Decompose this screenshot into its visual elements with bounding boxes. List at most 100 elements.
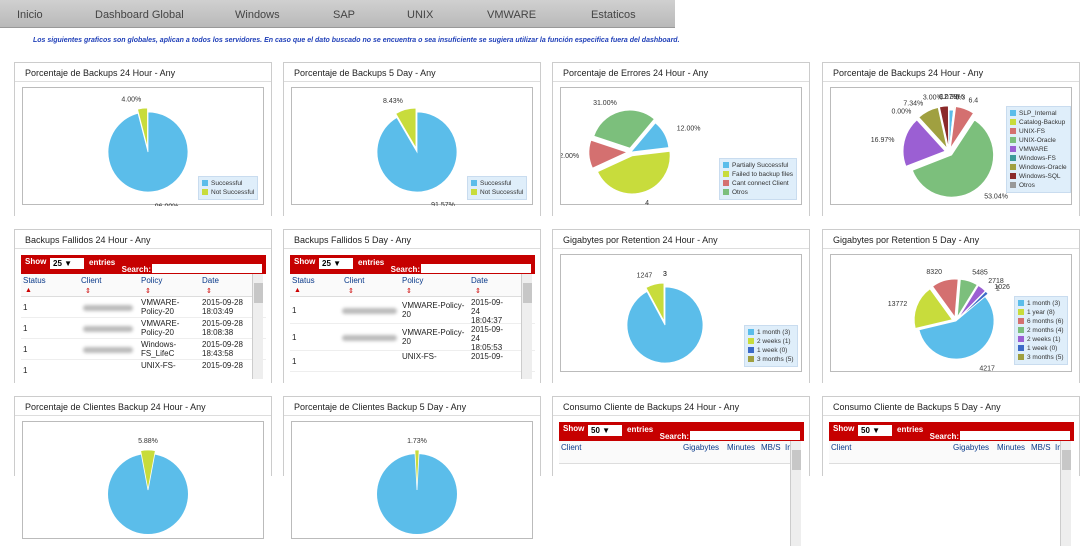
search-input[interactable] — [421, 264, 531, 273]
chart-area: 12.00%412.00%31.00% Partially Successful… — [560, 87, 802, 205]
search-box: Search: — [660, 431, 800, 441]
scroll-thumb[interactable] — [523, 283, 532, 303]
legend-item: 1 week (0) — [748, 346, 794, 355]
data-label: 3 — [663, 271, 667, 278]
data-label: 53.04% — [984, 194, 1008, 201]
col-date[interactable]: Date — [471, 276, 488, 285]
legend-item: Not Successful — [471, 188, 523, 197]
show-label: Show — [563, 424, 584, 433]
entries-select[interactable]: 50 ▼ — [858, 425, 892, 436]
search-input[interactable] — [152, 264, 262, 273]
data-label: 1.73% — [407, 438, 427, 445]
col-client[interactable]: Client — [831, 443, 851, 452]
legend-item: 2 weeks (1) — [1018, 335, 1064, 344]
data-label: 8.43% — [383, 98, 403, 105]
data-label: 91.57% — [431, 202, 455, 206]
data-label: 4217 — [979, 365, 995, 372]
col-client[interactable]: Client — [344, 276, 364, 285]
col-status[interactable]: Status — [23, 276, 46, 285]
data-label: 6.4 — [968, 97, 978, 104]
data-label: 16.97% — [871, 137, 895, 144]
nav-sap[interactable]: SAP — [333, 9, 355, 21]
col-minutes[interactable]: Minutes — [997, 443, 1025, 452]
col-mbs[interactable]: MB/S — [761, 443, 781, 452]
col-gigabytes[interactable]: Gigabytes — [683, 443, 719, 452]
data-label: 5.88% — [138, 438, 158, 445]
nav-unix[interactable]: UNIX — [407, 9, 433, 21]
legend-item: 6 months (6) — [1018, 317, 1064, 326]
data-label: 0.07% — [939, 94, 959, 101]
pie-slice[interactable] — [627, 287, 703, 363]
legend-item: Windows-Oracle — [1010, 163, 1067, 172]
col-policy[interactable]: Policy — [402, 276, 423, 285]
entries-select[interactable]: 50 ▼ — [588, 425, 622, 436]
legend-item: Catalog-Backup — [1010, 118, 1067, 127]
col-date[interactable]: Date — [202, 276, 219, 285]
pie-slice[interactable] — [377, 112, 457, 192]
scrollbar[interactable] — [521, 274, 532, 379]
redacted-client — [83, 326, 133, 332]
nav-dashboard-global[interactable]: Dashboard Global — [95, 9, 184, 21]
col-status[interactable]: Status — [292, 276, 315, 285]
col-client[interactable]: Client — [561, 443, 581, 452]
legend-item: Partially Successful — [723, 161, 793, 170]
legend-item: Otros — [723, 188, 793, 197]
col-policy[interactable]: Policy — [141, 276, 162, 285]
sort-icon[interactable]: ⇕ — [85, 287, 91, 295]
data-label: 1247 — [637, 273, 653, 280]
search-input[interactable] — [960, 431, 1070, 440]
nav-windows[interactable]: Windows — [235, 9, 280, 21]
panel-title: Porcentaje de Backups 5 Day - Any — [284, 63, 540, 82]
chart-area: 1.73% — [291, 421, 533, 539]
search-box: Search: — [930, 431, 1070, 441]
col-client[interactable]: Client — [81, 276, 101, 285]
show-label: Show — [833, 424, 854, 433]
pie-chart: 5.88% — [23, 422, 265, 540]
scroll-thumb[interactable] — [792, 450, 801, 470]
legend-item: UNIX-FS — [1010, 127, 1067, 136]
col-mbs[interactable]: MB/S — [1031, 443, 1051, 452]
table-header: Client Gigabytes Minutes MB/S In — [829, 441, 1062, 464]
sort-icon[interactable]: ⇕ — [475, 287, 481, 295]
sort-icon[interactable]: ⇕ — [348, 287, 354, 295]
entries-select[interactable]: 25 ▼ — [50, 258, 84, 269]
panel-errores-24h: Porcentaje de Errores 24 Hour - Any 12.0… — [552, 62, 810, 216]
sort-icon[interactable]: ⇕ — [206, 287, 212, 295]
col-minutes[interactable]: Minutes — [727, 443, 755, 452]
scroll-thumb[interactable] — [1062, 450, 1071, 470]
panel-title: Consumo Cliente de Backups 24 Hour - Any — [553, 397, 809, 416]
nav-vmware[interactable]: VMWARE — [487, 9, 536, 21]
chart-area: 96.00%4.00% Successful Not Successful — [22, 87, 264, 205]
sort-icon[interactable]: ▲ — [25, 287, 32, 294]
col-gigabytes[interactable]: Gigabytes — [953, 443, 989, 452]
scrollbar[interactable] — [252, 274, 263, 379]
scrollbar[interactable] — [790, 441, 801, 546]
panel-title: Consumo Cliente de Backups 5 Day - Any — [823, 397, 1079, 416]
search-label: Search: — [930, 432, 959, 441]
panel-title: Gigabytes por Retention 5 Day - Any — [823, 230, 1079, 249]
sort-icon[interactable]: ⇕ — [406, 287, 412, 295]
legend-item: 2 months (4) — [1018, 326, 1064, 335]
legend-item: 2 weeks (1) — [748, 337, 794, 346]
data-label: 0.00% — [891, 109, 911, 116]
scroll-thumb[interactable] — [254, 283, 263, 303]
sort-icon[interactable]: ▲ — [294, 287, 301, 294]
pie-slice[interactable] — [108, 112, 188, 192]
table-toolbar: Show 50 ▼ entries Search: — [559, 422, 804, 441]
panel-backups-5d: Porcentaje de Backups 5 Day - Any 91.57%… — [283, 62, 541, 216]
sort-icon[interactable]: ⇕ — [145, 287, 151, 295]
scrollbar[interactable] — [1060, 441, 1071, 546]
nav-inicio[interactable]: Inicio — [17, 9, 43, 21]
search-input[interactable] — [690, 431, 800, 440]
entries-select[interactable]: 25 ▼ — [319, 258, 353, 269]
panel-retention-24h: Gigabytes por Retention 24 Hour - Any 14… — [552, 229, 810, 383]
nav-estaticos[interactable]: Estaticos — [591, 9, 636, 21]
